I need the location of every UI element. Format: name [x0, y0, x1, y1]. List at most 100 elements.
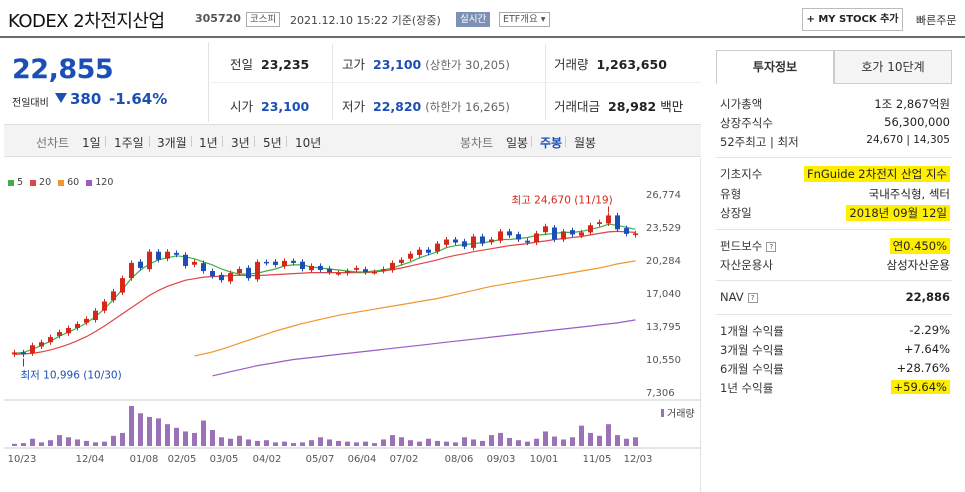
row-return-6m: 6개월 수익률 +28.76% [720, 361, 952, 377]
candle-daily[interactable]: 일봉 [506, 136, 529, 150]
y-tick-label: 7,306 [646, 388, 675, 399]
row-label: 6개월 수익률 [720, 362, 784, 376]
volume-bar [507, 438, 512, 446]
candle-body [408, 253, 413, 259]
period-3m[interactable]: 3개월 [157, 136, 187, 150]
candle-body [120, 278, 125, 293]
current-price: 22,855 [12, 54, 114, 85]
x-tick-label: 10/01 [530, 454, 559, 465]
divider [210, 82, 701, 83]
price-summary: 22,855 전일대비 380 -1.64% [4, 42, 209, 122]
separator [149, 136, 150, 147]
period-10y[interactable]: 10년 [295, 136, 322, 150]
help-icon[interactable]: ? [766, 241, 777, 252]
help-icon[interactable]: ? [747, 292, 758, 303]
candle-body [363, 269, 368, 273]
row-value: +28.76% [896, 361, 951, 375]
row-market-cap: 시가총액 1조 2,867억원 [720, 96, 952, 112]
x-tick-label: 06/04 [348, 454, 377, 465]
stat-label: 거래대금 [554, 99, 601, 114]
stat-low: 저가 22,820 (하한가 16,265) [342, 96, 510, 115]
row-value: 56,300,000 [884, 115, 950, 129]
row-label: 자산운용사 [720, 258, 773, 272]
row-label: 1년 수익률 [720, 381, 774, 395]
volume-bar [318, 437, 323, 446]
volume-bar [525, 441, 530, 446]
volume-bar [174, 427, 179, 446]
quick-order-button[interactable]: 빠른주문 [916, 14, 957, 27]
candle-monthly[interactable]: 월봉 [574, 136, 597, 150]
candle-body [30, 345, 35, 354]
volume-bar [606, 424, 611, 446]
candle-body [246, 267, 251, 279]
candle-body [237, 268, 242, 274]
volume-bar [75, 439, 80, 446]
market-badge: 코스피 [246, 12, 281, 27]
ma5-line [14, 223, 636, 354]
volume-bar [570, 437, 575, 446]
live-badge[interactable]: 실시간 [456, 12, 491, 27]
volume-bar [129, 406, 134, 446]
volume-bar [264, 440, 269, 446]
row-index: 기초지수 FnGuide 2차전지 산업 지수 [720, 166, 952, 182]
separator [531, 136, 532, 147]
candle-body [228, 273, 233, 282]
candle-body [606, 215, 611, 224]
tab-invest-info[interactable]: 투자정보 [716, 50, 834, 84]
add-mystock-button[interactable]: + MY STOCK 추가 [802, 8, 903, 31]
candle-body [282, 260, 287, 267]
line-chart-tab[interactable]: 선차트 [36, 136, 70, 150]
legend-label: 120 [95, 177, 114, 188]
candle-body [84, 318, 89, 323]
candle-body [372, 272, 377, 274]
row-type: 유형 국내주식형, 섹터 [720, 186, 952, 202]
legend-label: 60 [67, 177, 80, 188]
volume-bar [426, 438, 431, 446]
row-listed: 상장일 2018년 09월 12일 [720, 205, 952, 221]
stat-value: 23,235 [261, 57, 310, 72]
etf-overview-dropdown[interactable]: ETF개요 ▾ [499, 12, 550, 27]
volume-bar [453, 442, 458, 446]
candle-body [147, 251, 152, 270]
volume-bar [615, 435, 620, 446]
down-arrow-icon [55, 93, 67, 103]
separator [105, 136, 106, 147]
row-value: 2018년 09월 12일 [846, 205, 950, 221]
period-1y[interactable]: 1년 [199, 136, 218, 150]
chart-canvas[interactable]: 26,774 23,529 20,284 17,040 13,795 10,550 7,30… [4, 158, 701, 492]
legend-swatch [8, 179, 14, 186]
candle-body [399, 259, 404, 263]
volume-bar [183, 431, 188, 446]
row-value: +59.64% [890, 380, 950, 394]
period-5y[interactable]: 5년 [263, 136, 282, 150]
volume-bar [102, 441, 107, 446]
legend-label: 5 [17, 177, 24, 188]
volume-bar [534, 438, 539, 446]
candle-body [66, 327, 71, 334]
candle-body [615, 215, 620, 230]
x-tick-label: 12/03 [624, 454, 653, 465]
volume-bar [39, 442, 44, 446]
row-return-1m: 1개월 수익률 -2.29% [720, 323, 952, 339]
candle-body [507, 231, 512, 236]
candle-body [219, 274, 224, 281]
volume-bar [192, 432, 197, 446]
volume-bar [372, 443, 377, 446]
period-1d[interactable]: 1일 [82, 136, 101, 150]
candle-body [597, 222, 602, 225]
divider [716, 314, 952, 315]
period-1w[interactable]: 1주일 [114, 136, 144, 150]
row-label: 기초지수 [720, 167, 763, 181]
candle-weekly[interactable]: 주봉 [540, 136, 563, 150]
candle-body [183, 254, 188, 266]
volume-bar [345, 441, 350, 446]
period-3y[interactable]: 3년 [231, 136, 250, 150]
stat-value: 22,820 [373, 99, 422, 114]
price-chart[interactable]: 5 20 60 120 26,774 23,529 20,284 17,040 13,795 1… [4, 158, 701, 492]
candle-body [309, 265, 314, 271]
volume-bar [381, 439, 386, 446]
tab-orderbook[interactable]: 호가 10단계 [834, 50, 952, 84]
low-annotation: 최저 10,996 (10/30) [21, 369, 122, 381]
candle-chart-tab[interactable]: 봉차트 [460, 136, 494, 150]
volume-bar [399, 437, 404, 446]
